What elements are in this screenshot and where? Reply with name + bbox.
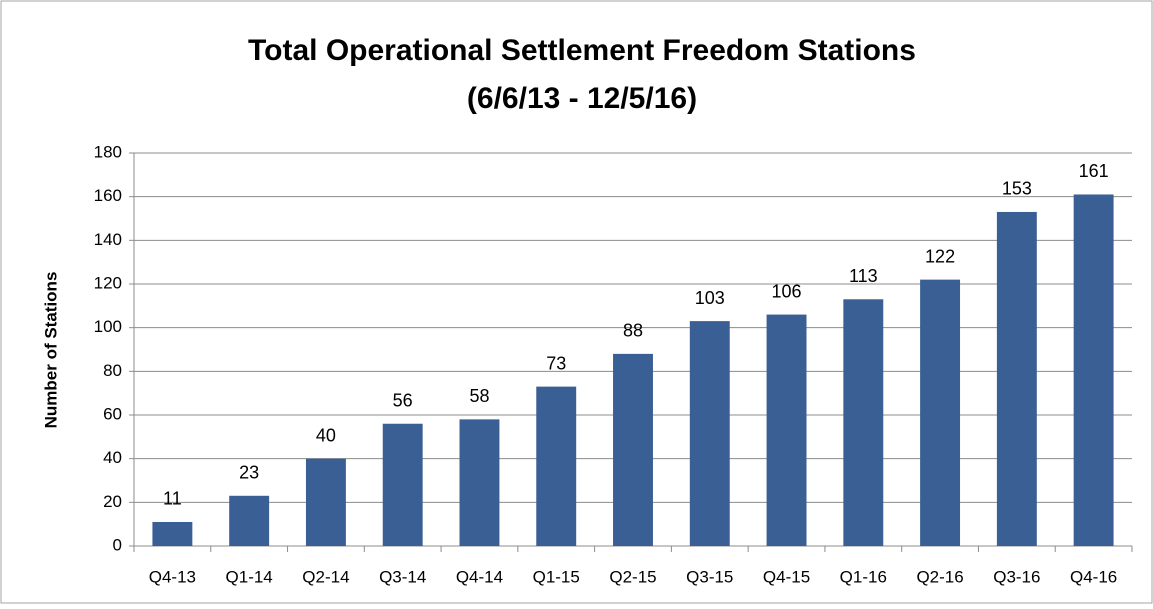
x-tick-label: Q1-14 [226,567,273,586]
data-label: 56 [393,390,413,410]
y-tick-label: 180 [94,142,122,161]
y-tick-label: 80 [103,361,122,380]
y-axis-title: Number of Stations [41,272,60,429]
bar [689,321,730,546]
y-tick-label: 160 [94,186,122,205]
y-tick-label: 20 [103,492,122,511]
x-tick-label: Q4-14 [456,567,503,586]
x-tick-label: Q1-16 [840,567,887,586]
x-tick-label: Q3-16 [993,567,1040,586]
x-tick-label: Q4-13 [149,567,196,586]
bar [536,386,577,546]
y-tick-label: 60 [103,404,122,423]
bar [1073,194,1114,546]
data-label: 73 [546,353,566,373]
data-label: 40 [316,425,336,445]
data-label: 113 [849,266,878,286]
y-tick-label: 120 [94,273,122,292]
data-label: 23 [239,463,259,483]
x-tick-label: Q4-16 [1070,567,1117,586]
x-tick-label: Q2-16 [916,567,963,586]
data-label: 103 [695,288,725,308]
x-tick-label: Q2-14 [302,567,349,586]
bar [305,458,346,546]
x-tick-label: Q3-15 [686,567,733,586]
y-tick-label: 0 [113,535,122,554]
y-tick-label: 100 [94,317,122,336]
x-tick-label: Q4-15 [763,567,810,586]
bar [229,495,270,546]
data-label: 153 [1002,179,1032,199]
bar [613,353,653,546]
x-tick-label: Q3-14 [379,567,426,586]
y-tick-label: 140 [94,230,122,249]
data-label: 88 [623,321,643,341]
data-label: 11 [163,489,182,509]
data-label: 161 [1079,161,1109,181]
bar [152,521,193,546]
bar [459,419,500,546]
chart-subtitle: (6/6/13 - 12/5/16) [467,82,697,115]
y-tick-label: 40 [103,448,122,467]
data-label: 106 [772,281,802,301]
x-tick-label: Q1-15 [533,567,580,586]
chart-title: Total Operational Settlement Freedom Sta… [248,34,916,67]
bar [766,314,807,546]
data-label: 122 [925,246,955,266]
data-label: 58 [469,386,489,406]
bar [382,423,423,546]
bar [996,211,1037,546]
bar [843,299,884,546]
x-tick-label: Q2-15 [609,567,656,586]
bar [920,279,961,546]
